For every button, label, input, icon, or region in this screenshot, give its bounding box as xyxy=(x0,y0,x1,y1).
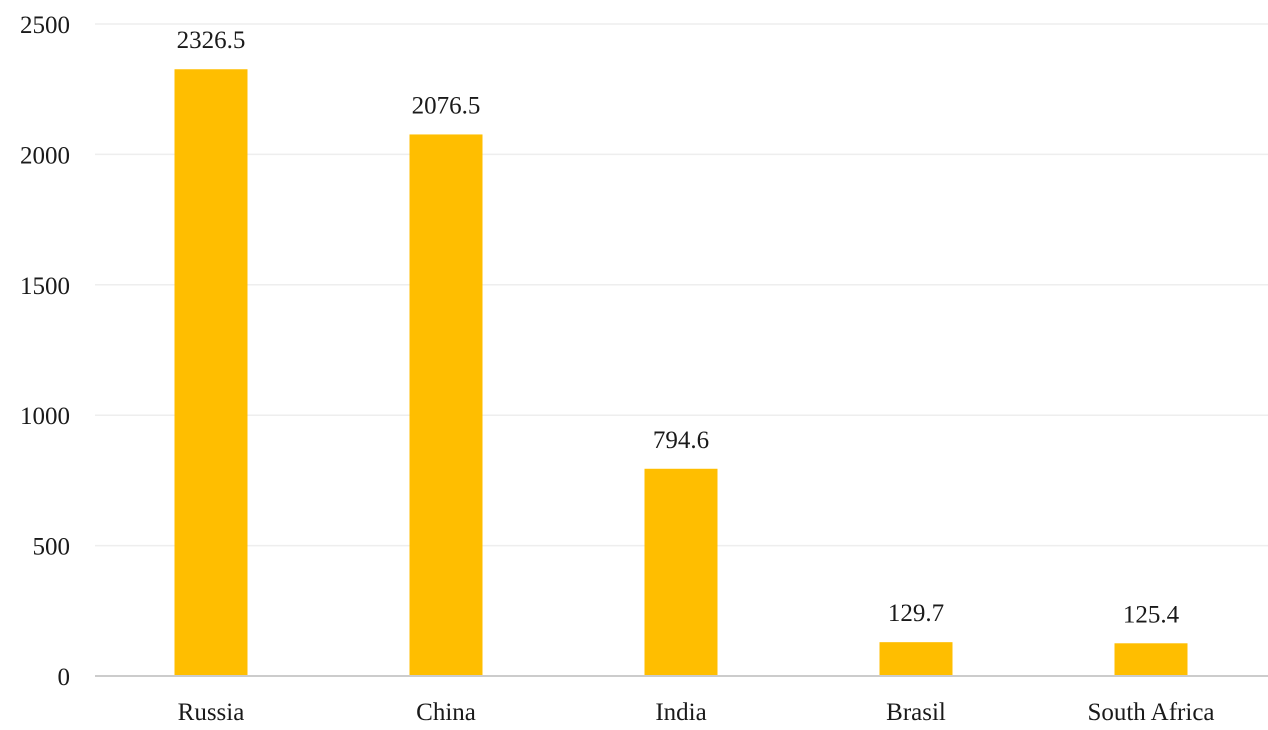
grid-layer xyxy=(95,23,1268,547)
x-tick-label: Russia xyxy=(178,699,245,725)
bar-russia xyxy=(174,69,248,677)
data-label: 125.4 xyxy=(1123,601,1180,628)
bar-south-africa xyxy=(1114,643,1188,676)
x-tick-label: Brasil xyxy=(886,699,946,725)
data-label: 129.7 xyxy=(888,600,944,627)
y-tick-label: 1500 xyxy=(20,273,70,300)
data-label: 2326.5 xyxy=(177,27,246,54)
y-axis-ticks: 0 500 1000 1500 2000 2500 xyxy=(20,12,70,691)
data-label: 2076.5 xyxy=(412,92,481,119)
x-tick-label: India xyxy=(655,699,706,725)
x-tick-label: South Africa xyxy=(1087,699,1214,725)
y-tick-label: 2500 xyxy=(20,12,70,39)
data-label: 794.6 xyxy=(653,427,709,454)
y-tick-label: 500 xyxy=(33,534,71,561)
y-tick-label: 1000 xyxy=(20,403,70,430)
bar-china xyxy=(409,134,483,677)
bars xyxy=(174,69,1188,677)
y-tick-label: 0 xyxy=(58,664,71,691)
x-tick-label: China xyxy=(416,699,476,725)
bar-india xyxy=(644,468,718,676)
y-tick-label: 2000 xyxy=(20,142,70,169)
data-labels: 2326.5 2076.5 794.6 129.7 125.4 xyxy=(177,27,1180,628)
x-axis-ticks: Russia China India Brasil South Africa xyxy=(178,699,1215,726)
bar-brasil xyxy=(879,642,953,676)
